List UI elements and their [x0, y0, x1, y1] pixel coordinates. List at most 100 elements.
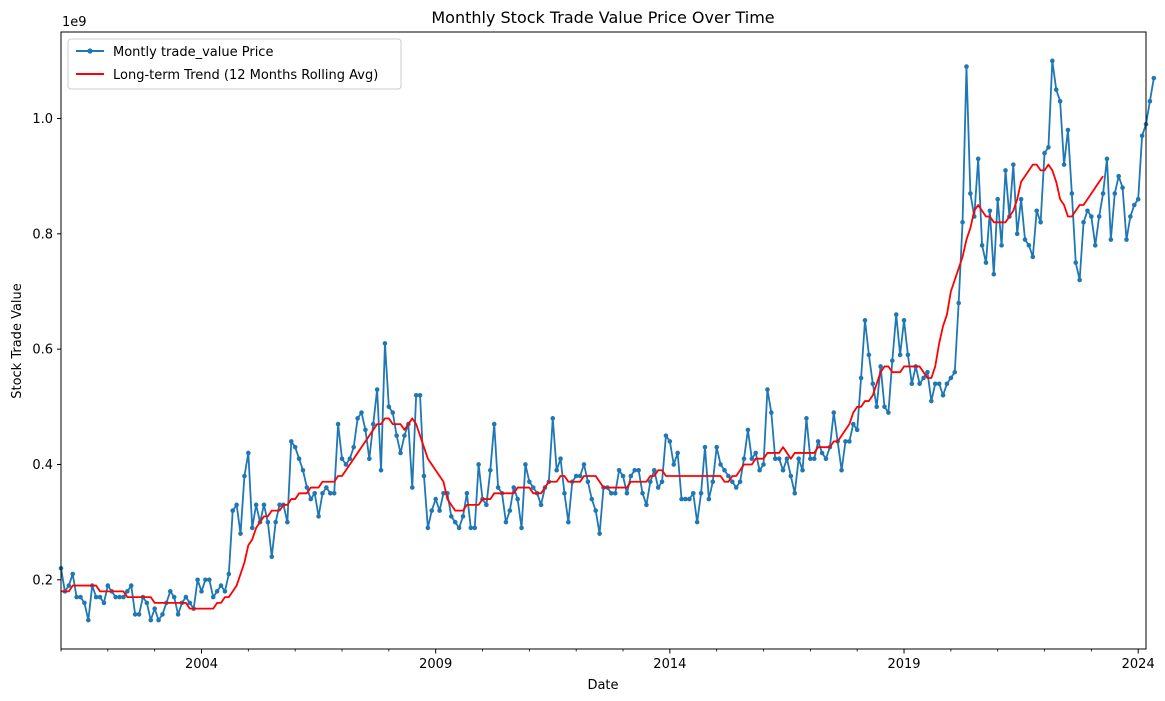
x-tick-label: 2024 [1122, 657, 1155, 672]
price-data-point [714, 444, 719, 450]
price-data-point [370, 421, 376, 427]
price-data-point [585, 479, 591, 485]
price-data-point [850, 421, 856, 427]
price-data-point [484, 502, 489, 508]
price-data-point [858, 375, 864, 381]
price-data-point [620, 473, 626, 479]
price-data-point [74, 594, 79, 600]
price-data-point [769, 410, 774, 415]
price-data-point [429, 508, 435, 513]
price-data-point [940, 392, 946, 398]
x-axis-ticks: 2004 2009 2014 2019 2024 [60, 649, 1155, 672]
price-data-point [925, 369, 930, 375]
price-data-point [917, 381, 922, 387]
plot-series [58, 58, 1157, 623]
price-data-point [296, 456, 302, 462]
price-data-point [515, 496, 520, 502]
price-data-point [203, 577, 208, 583]
price-data-point [987, 208, 993, 214]
price-data-point [409, 485, 415, 490]
price-data-point [1147, 98, 1153, 104]
price-data-point [1131, 202, 1137, 208]
price-data-point [378, 467, 384, 473]
price-data-point [663, 433, 669, 438]
price-data-point [1128, 214, 1133, 219]
price-data-point [320, 491, 325, 496]
price-data-point [367, 456, 372, 462]
price-data-point [261, 502, 267, 508]
price-data-point [413, 392, 419, 398]
price-data-point [749, 456, 755, 462]
price-data-point [277, 502, 282, 508]
y-offset-label: 1e9 [62, 15, 87, 30]
price-data-point [765, 387, 770, 392]
price-data-point [195, 577, 200, 583]
price-data-point [1053, 87, 1059, 92]
price-data-point [772, 456, 778, 462]
price-data-point [472, 525, 478, 531]
price-data-point [86, 617, 91, 623]
price-data-point [1050, 58, 1055, 64]
price-data-point [741, 456, 747, 462]
price-data-point [628, 473, 634, 479]
price-data-point [671, 462, 677, 467]
price-data-point [82, 600, 87, 606]
price-data-point [1069, 191, 1075, 196]
price-data-point [394, 433, 399, 438]
price-data-point [530, 485, 536, 490]
price-data-point [589, 496, 595, 502]
price-data-point [874, 404, 879, 410]
price-data-point [511, 485, 517, 490]
price-data-point [784, 456, 790, 462]
price-data-point [448, 514, 454, 519]
chart-title: Monthly Stock Trade Value Price Over Tim… [431, 8, 774, 27]
x-tick-label: 2009 [419, 657, 452, 672]
price-data-point [452, 519, 458, 525]
price-data-point [679, 496, 684, 502]
price-data-point [577, 473, 583, 479]
price-data-point [1081, 219, 1086, 225]
price-data-point [1116, 173, 1121, 179]
price-data-point [144, 600, 150, 606]
price-data-point [1018, 196, 1024, 202]
price-data-point [698, 491, 704, 496]
price-data-point [359, 410, 364, 415]
price-data-point [729, 479, 735, 485]
price-data-point [878, 364, 883, 369]
legend-label-trend: Long-term Trend (12 Months Rolling Avg) [113, 68, 378, 83]
price-data-point [234, 502, 239, 508]
price-data-point [1077, 277, 1082, 283]
price-data-point [1124, 237, 1129, 242]
price-data-point [726, 473, 731, 479]
price-data-point [1139, 133, 1145, 139]
price-data-point [667, 439, 673, 444]
price-data-point [97, 594, 103, 600]
price-data-point [335, 421, 341, 427]
price-data-point [655, 485, 661, 490]
x-tick-label: 2004 [185, 657, 218, 672]
price-data-point [417, 392, 423, 398]
x-tick-label: 2014 [653, 657, 686, 672]
price-data-point [1034, 208, 1040, 214]
price-data-point [421, 473, 427, 479]
price-data-point [441, 491, 446, 496]
price-data-point [1089, 214, 1094, 219]
legend-marker-price [87, 48, 93, 54]
price-data-point [351, 444, 357, 450]
price-data-point [983, 260, 989, 265]
price-data-point [566, 519, 571, 525]
price-data-point [132, 612, 138, 617]
x-tick-label: 2019 [887, 657, 920, 672]
price-data-point [328, 491, 333, 496]
price-data-point [1030, 254, 1036, 260]
price-data-point [612, 491, 618, 496]
price-data-point [265, 519, 271, 525]
price-data-point [207, 577, 212, 583]
y-tick-label: 0.8 [32, 227, 53, 242]
price-data-point [386, 404, 392, 410]
price-data-point [780, 467, 786, 473]
price-data-point [1061, 162, 1067, 167]
price-data-point [706, 496, 712, 502]
price-data-point [171, 594, 177, 600]
